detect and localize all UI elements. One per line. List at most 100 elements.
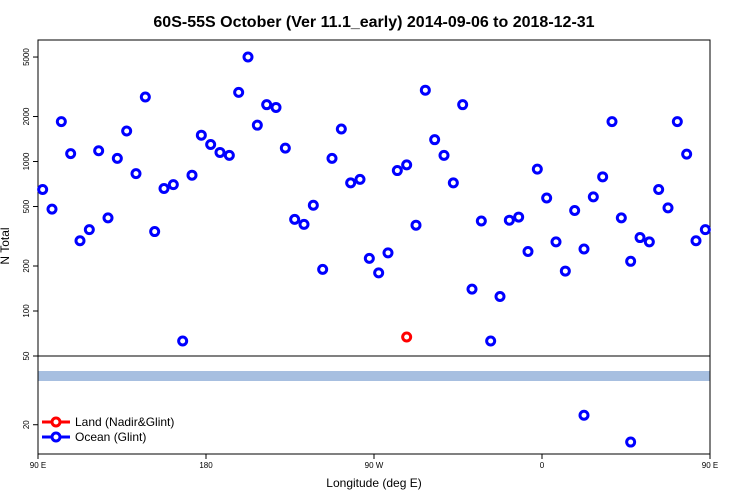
y-tick-label: 200 — [22, 259, 31, 273]
ocean-point — [373, 267, 385, 279]
ocean-point — [354, 173, 366, 185]
ocean-point — [429, 134, 441, 146]
ocean-point — [46, 203, 58, 215]
upper-panel-frame — [37, 39, 711, 357]
ocean-point — [531, 163, 543, 175]
ocean-point — [121, 125, 133, 137]
y-tick-label: 1000 — [22, 152, 31, 170]
ocean-point — [130, 168, 142, 180]
ocean-point — [559, 265, 571, 277]
ocean-point — [410, 219, 422, 231]
ocean-point — [326, 152, 338, 164]
x-axis-label: Longitude (deg E) — [326, 476, 421, 490]
ocean-point — [401, 159, 413, 171]
ocean-point — [681, 148, 693, 160]
ocean-point — [251, 119, 263, 131]
ocean-point — [690, 235, 702, 247]
coverage-band — [38, 371, 710, 381]
ocean-point — [503, 214, 515, 226]
ocean-point-lower — [625, 436, 637, 448]
y-axis-label: N Total — [0, 227, 12, 264]
ocean-point — [597, 171, 609, 183]
legend: Land (Nadir&Glint)Ocean (Glint) — [42, 415, 174, 444]
ocean-point — [382, 247, 394, 259]
ocean-point — [83, 224, 95, 236]
ocean-point — [177, 335, 189, 347]
x-tick-label: 0 — [540, 461, 545, 470]
ocean-point — [494, 291, 506, 303]
ocean-point — [214, 146, 226, 158]
ocean-point — [466, 283, 478, 295]
ocean-point — [158, 182, 170, 194]
plot-frame — [37, 39, 711, 455]
ocean-point — [522, 246, 534, 258]
ocean-point — [139, 91, 151, 103]
ocean-point — [335, 123, 347, 135]
ocean-point — [615, 212, 627, 224]
ocean-point — [587, 191, 599, 203]
legend-label-ocean: Ocean (Glint) — [75, 430, 146, 444]
ocean-point — [363, 252, 375, 264]
ocean-point — [93, 145, 105, 157]
ocean-point — [242, 51, 254, 63]
ocean-point — [699, 224, 711, 236]
ocean-point — [634, 232, 646, 244]
ocean-point — [298, 218, 310, 230]
ocean-point — [317, 263, 329, 275]
y-tick-label: 2000 — [22, 107, 31, 125]
y-tick-label: 500 — [22, 199, 31, 213]
ocean-point — [447, 177, 459, 189]
ocean-point — [569, 205, 581, 217]
ocean-point — [475, 215, 487, 227]
y-tick-label: 50 — [22, 351, 31, 360]
ocean-point — [111, 152, 123, 164]
ocean-point — [662, 202, 674, 214]
chart-title: 60S-55S October (Ver 11.1_early) 2014-09… — [153, 14, 594, 31]
ocean-point — [270, 101, 282, 113]
ocean-point — [261, 99, 273, 111]
ocean-point — [102, 212, 114, 224]
ocean-point — [513, 211, 525, 223]
legend-marker-land — [50, 416, 62, 428]
ocean-point — [541, 192, 553, 204]
ocean-point — [279, 142, 291, 154]
lower-panel-band — [38, 371, 710, 381]
ocean-point — [233, 86, 245, 98]
legend-label-land: Land (Nadir&Glint) — [75, 415, 174, 429]
legend-marker-ocean — [50, 431, 62, 443]
ocean-point — [289, 213, 301, 225]
y-tick-label: 5000 — [22, 48, 31, 66]
ocean-point — [65, 148, 77, 160]
ocean-point — [653, 183, 665, 195]
ocean-point — [485, 335, 497, 347]
ocean-point — [671, 116, 683, 128]
ocean-point — [186, 169, 198, 181]
ocean-point — [223, 149, 235, 161]
x-tick-label: 90 W — [365, 461, 384, 470]
ocean-point — [205, 138, 217, 150]
ocean-point — [167, 179, 179, 191]
data-markers — [37, 51, 711, 448]
ocean-point — [55, 116, 67, 128]
ocean-point — [37, 183, 49, 195]
ocean-point — [391, 165, 403, 177]
axis-ticks: 90 E 180 90 W 0 90 E 50 100 200 500 1000 2000 5000 2… — [22, 48, 718, 470]
ocean-point — [550, 236, 562, 248]
y-tick-label: 100 — [22, 304, 31, 318]
x-tick-label: 90 E — [30, 461, 46, 470]
ocean-point — [625, 255, 637, 267]
x-tick-label: 90 E — [702, 461, 718, 470]
ocean-point — [457, 99, 469, 111]
ocean-point — [438, 149, 450, 161]
y-tick-label: 20 — [22, 420, 31, 429]
ocean-point — [578, 243, 590, 255]
land-point — [401, 331, 413, 343]
ocean-point — [149, 226, 161, 238]
ocean-point — [307, 199, 319, 211]
ocean-point — [643, 236, 655, 248]
ocean-point — [74, 235, 86, 247]
ocean-point-lower — [578, 409, 590, 421]
ocean-point — [419, 84, 431, 96]
x-tick-label: 180 — [199, 461, 213, 470]
